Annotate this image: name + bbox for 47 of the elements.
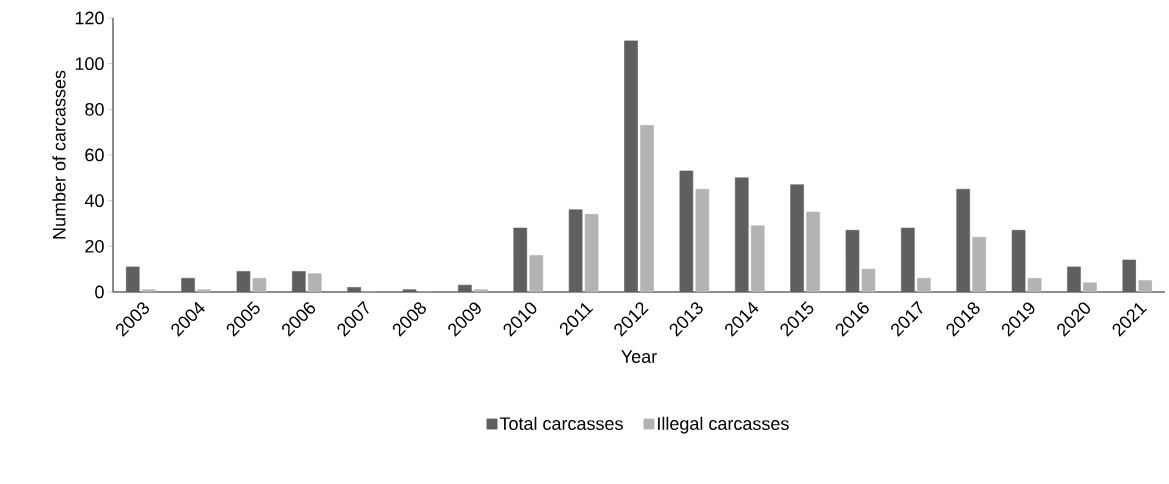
bar xyxy=(1011,230,1026,292)
bar xyxy=(402,289,417,292)
bar xyxy=(141,289,156,292)
bar xyxy=(181,277,195,292)
bar xyxy=(197,289,211,292)
bar xyxy=(236,271,251,292)
bar xyxy=(1122,259,1137,292)
bar xyxy=(734,177,749,292)
y-tick-label: 60 xyxy=(85,148,104,162)
bar xyxy=(861,268,876,292)
bar xyxy=(679,170,694,292)
bar xyxy=(292,271,306,292)
bar xyxy=(458,284,472,292)
y-tick-label: 100 xyxy=(75,57,104,71)
legend-label: Total carcasses xyxy=(499,416,623,430)
bar xyxy=(806,211,820,292)
bar xyxy=(513,227,528,292)
bar xyxy=(917,277,931,292)
bar xyxy=(695,188,710,292)
y-tick-label: 0 xyxy=(95,285,104,299)
bar xyxy=(252,277,267,292)
bar xyxy=(956,188,971,292)
y-tick-label: 20 xyxy=(85,239,104,253)
bar xyxy=(901,227,915,292)
bar xyxy=(1083,282,1097,292)
bar xyxy=(624,40,638,292)
bar xyxy=(790,184,804,292)
y-axis-title: Number of carcasses xyxy=(52,70,66,239)
x-axis-title: Year xyxy=(621,350,657,363)
bar xyxy=(474,289,488,292)
y-tick-label: 120 xyxy=(75,11,104,25)
bar xyxy=(125,266,140,292)
bar xyxy=(1138,280,1153,292)
bar xyxy=(972,236,986,292)
bar xyxy=(308,273,322,292)
bar xyxy=(1067,266,1081,292)
y-tick-label: 80 xyxy=(85,102,104,116)
bar xyxy=(1027,277,1042,292)
bar xyxy=(568,209,583,292)
bar xyxy=(584,214,599,292)
y-tick-label: 40 xyxy=(84,194,104,208)
bar xyxy=(845,230,860,292)
bar xyxy=(750,225,765,292)
bar xyxy=(529,255,544,292)
legend-label: Illegal carcasses xyxy=(658,416,789,434)
bar xyxy=(640,125,654,292)
bar xyxy=(347,287,361,292)
